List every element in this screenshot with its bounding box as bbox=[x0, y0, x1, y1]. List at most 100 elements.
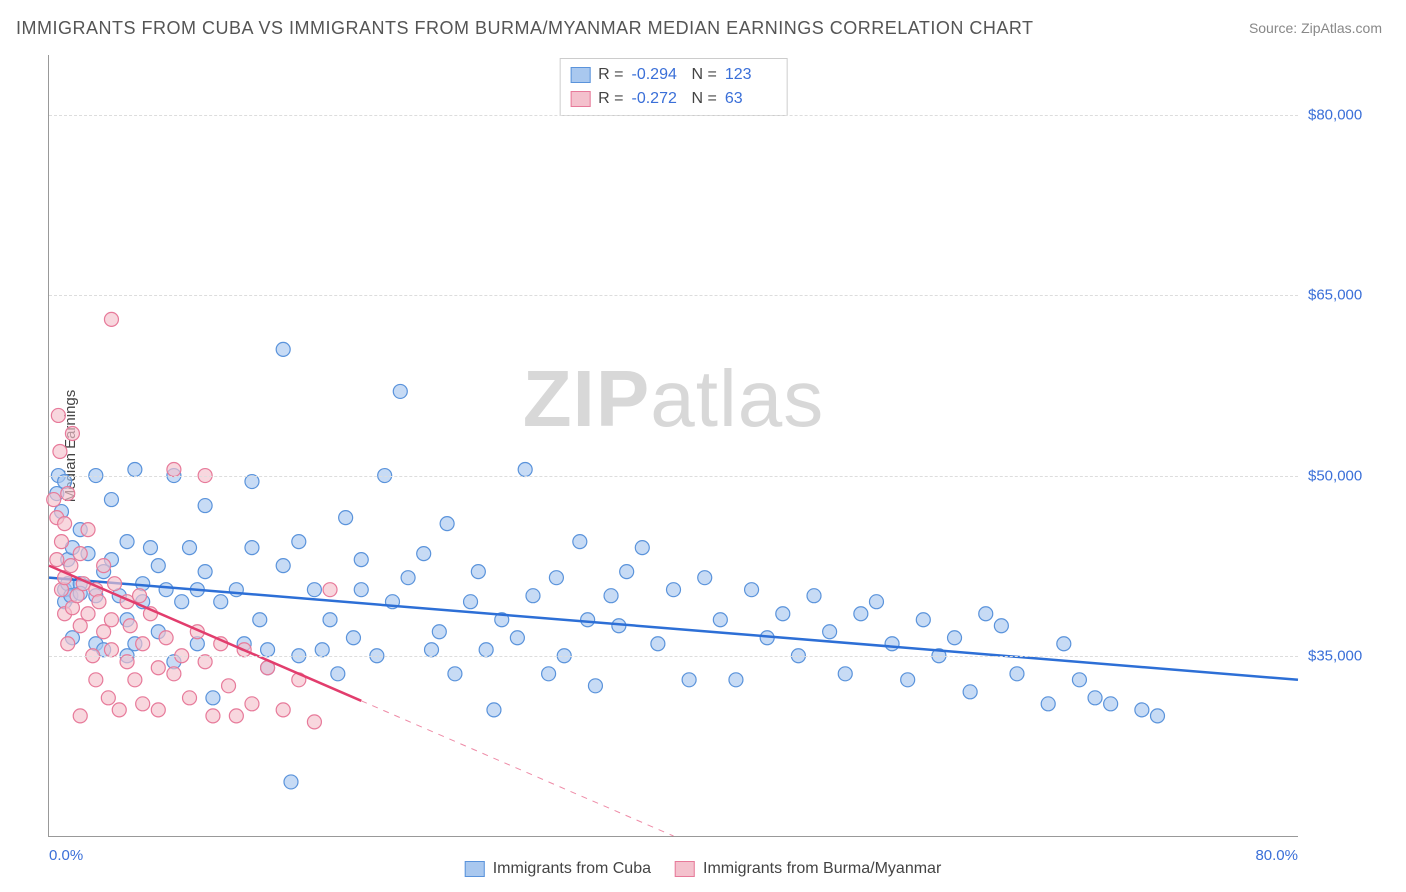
data-point bbox=[151, 661, 165, 675]
x-tick-label: 0.0% bbox=[49, 847, 83, 864]
data-point bbox=[65, 426, 79, 440]
data-point bbox=[635, 541, 649, 555]
data-point bbox=[1072, 673, 1086, 687]
scatter-svg bbox=[49, 55, 1298, 836]
data-point bbox=[307, 715, 321, 729]
data-point bbox=[604, 589, 618, 603]
data-point bbox=[245, 541, 259, 555]
data-point bbox=[588, 679, 602, 693]
data-point bbox=[682, 673, 696, 687]
trend-line-dashed bbox=[361, 701, 673, 836]
data-point bbox=[73, 547, 87, 561]
data-point bbox=[206, 691, 220, 705]
data-point bbox=[159, 631, 173, 645]
y-tick-label: $80,000 bbox=[1308, 107, 1388, 124]
data-point bbox=[120, 655, 134, 669]
data-point bbox=[620, 565, 634, 579]
data-point bbox=[276, 342, 290, 356]
data-point bbox=[245, 697, 259, 711]
data-point bbox=[323, 613, 337, 627]
data-point bbox=[425, 643, 439, 657]
gridline bbox=[49, 115, 1298, 116]
legend-swatch bbox=[465, 861, 485, 877]
data-point bbox=[167, 463, 181, 477]
data-point bbox=[206, 709, 220, 723]
data-point bbox=[64, 559, 78, 573]
data-point bbox=[151, 559, 165, 573]
data-point bbox=[61, 637, 75, 651]
data-point bbox=[417, 547, 431, 561]
data-point bbox=[73, 709, 87, 723]
data-point bbox=[50, 553, 64, 567]
data-point bbox=[101, 691, 115, 705]
n-label: N = bbox=[692, 63, 717, 87]
legend-swatch bbox=[570, 91, 590, 107]
r-label: R = bbox=[598, 87, 623, 111]
legend-item: Immigrants from Cuba bbox=[465, 860, 651, 878]
data-point bbox=[151, 703, 165, 717]
data-point bbox=[1041, 697, 1055, 711]
data-point bbox=[323, 583, 337, 597]
data-point bbox=[51, 408, 65, 422]
data-point bbox=[292, 535, 306, 549]
data-point bbox=[175, 595, 189, 609]
data-point bbox=[729, 673, 743, 687]
legend-swatch bbox=[675, 861, 695, 877]
data-point bbox=[81, 523, 95, 537]
data-point bbox=[104, 643, 118, 657]
data-point bbox=[581, 613, 595, 627]
gridline bbox=[49, 476, 1298, 477]
data-point bbox=[510, 631, 524, 645]
y-tick-label: $65,000 bbox=[1308, 287, 1388, 304]
bottom-legend: Immigrants from CubaImmigrants from Burm… bbox=[465, 860, 942, 878]
data-point bbox=[108, 577, 122, 591]
data-point bbox=[331, 667, 345, 681]
data-point bbox=[440, 517, 454, 531]
data-point bbox=[1088, 691, 1102, 705]
data-point bbox=[261, 643, 275, 657]
data-point bbox=[432, 625, 446, 639]
data-point bbox=[284, 775, 298, 789]
data-point bbox=[97, 559, 111, 573]
data-point bbox=[838, 667, 852, 681]
data-point bbox=[854, 607, 868, 621]
gridline bbox=[49, 295, 1298, 296]
r-value: -0.294 bbox=[632, 63, 684, 87]
data-point bbox=[253, 613, 267, 627]
stats-row: R =-0.272N =63 bbox=[570, 87, 777, 111]
n-value: 63 bbox=[725, 87, 777, 111]
stats-row: R =-0.294N =123 bbox=[570, 63, 777, 87]
data-point bbox=[47, 493, 61, 507]
data-point bbox=[1135, 703, 1149, 717]
data-point bbox=[549, 571, 563, 585]
data-point bbox=[448, 667, 462, 681]
data-point bbox=[159, 583, 173, 597]
data-point bbox=[994, 619, 1008, 633]
data-point bbox=[167, 667, 181, 681]
data-point bbox=[698, 571, 712, 585]
data-point bbox=[222, 679, 236, 693]
plot-area: ZIPatlas R =-0.294N =123R =-0.272N =63 $… bbox=[48, 55, 1298, 837]
data-point bbox=[339, 511, 353, 525]
data-point bbox=[198, 655, 212, 669]
data-point bbox=[54, 535, 68, 549]
data-point bbox=[518, 463, 532, 477]
y-tick-label: $35,000 bbox=[1308, 647, 1388, 664]
data-point bbox=[869, 595, 883, 609]
data-point bbox=[73, 619, 87, 633]
data-point bbox=[807, 589, 821, 603]
data-point bbox=[53, 445, 67, 459]
data-point bbox=[526, 589, 540, 603]
data-point bbox=[112, 703, 126, 717]
data-point bbox=[573, 535, 587, 549]
data-point bbox=[354, 583, 368, 597]
legend-label: Immigrants from Cuba bbox=[493, 860, 651, 878]
data-point bbox=[1104, 697, 1118, 711]
data-point bbox=[198, 565, 212, 579]
data-point bbox=[916, 613, 930, 627]
data-point bbox=[81, 607, 95, 621]
n-value: 123 bbox=[725, 63, 777, 87]
data-point bbox=[464, 595, 478, 609]
data-point bbox=[479, 643, 493, 657]
data-point bbox=[776, 607, 790, 621]
